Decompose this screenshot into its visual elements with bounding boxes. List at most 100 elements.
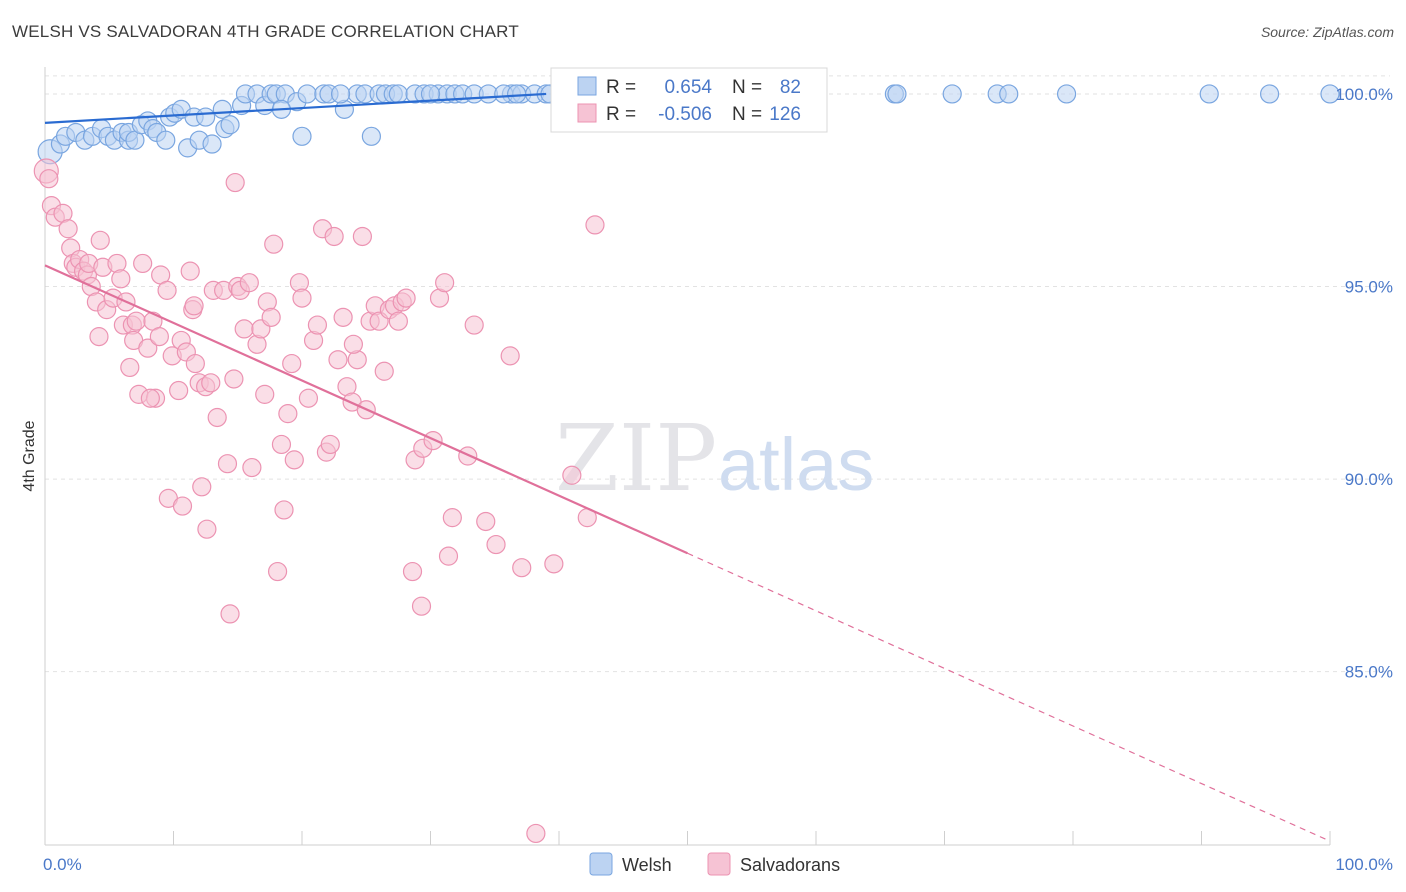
point-salvadorans-109 [458, 446, 478, 466]
point-salvadorans-84 [328, 350, 348, 370]
point-salvadorans-112 [486, 534, 506, 555]
stats-n-label-welsh: N = [732, 77, 762, 98]
point-welsh-73 [1199, 84, 1219, 104]
y-axis-title: 4th Grade [21, 420, 38, 491]
point-salvadorans-21 [111, 269, 131, 289]
point-salvadorans-1 [39, 169, 59, 189]
point-salvadorans-115 [526, 823, 546, 844]
point-salvadorans-79 [307, 315, 328, 335]
point-salvadorans-29 [133, 253, 153, 274]
point-salvadorans-71 [274, 500, 294, 520]
point-salvadorans-102 [411, 596, 432, 616]
point-salvadorans-114 [512, 558, 532, 578]
stats-r-value-welsh: 0.654 [664, 77, 712, 98]
trend-lines [44, 92, 1331, 842]
point-salvadorans-56 [224, 369, 244, 389]
point-welsh-24 [196, 107, 216, 127]
stats-swatch-welsh [577, 76, 597, 96]
point-salvadorans-110 [464, 315, 484, 335]
point-salvadorans-33 [149, 327, 169, 347]
point-welsh-28 [220, 115, 240, 135]
point-welsh-72 [1056, 84, 1077, 104]
point-salvadorans-35 [157, 280, 177, 300]
grid-lines [45, 75, 1390, 673]
x-tick-label-1: 100.0% [1335, 855, 1393, 874]
point-salvadorans-5 [58, 219, 78, 239]
trend-line-extension-salvadorans [687, 552, 1331, 842]
trend-line-welsh [44, 92, 547, 124]
point-salvadorans-74 [284, 450, 304, 470]
point-salvadorans-57 [225, 172, 245, 193]
point-salvadorans-116 [544, 554, 564, 574]
point-salvadorans-117 [562, 465, 582, 485]
stats-box-frame [550, 67, 828, 133]
watermark-zip: ZIP [555, 405, 717, 512]
point-salvadorans-107 [438, 546, 459, 566]
trend-line-salvadorans [44, 264, 688, 555]
point-salvadorans-45 [185, 353, 205, 374]
data-points [33, 84, 1340, 844]
stats-n-value-salvadorans: 126 [769, 104, 801, 125]
source-label: Source: ZipAtlas.com [1260, 24, 1394, 40]
point-salvadorans-70 [271, 434, 292, 455]
point-salvadorans-15 [89, 327, 109, 347]
stats-r-label-salvadorans: R = [606, 104, 636, 125]
legend: Welsh Salvadorans [589, 852, 840, 876]
point-welsh-77 [506, 84, 527, 104]
point-salvadorans-55 [220, 604, 240, 624]
point-salvadorans-97 [388, 311, 408, 331]
point-salvadorans-100 [402, 561, 423, 582]
stats-r-value-salvadorans: -0.506 [658, 104, 712, 125]
point-salvadorans-49 [197, 519, 217, 539]
point-welsh-79 [330, 84, 351, 104]
point-welsh-37 [297, 84, 317, 104]
point-salvadorans-44 [184, 296, 204, 316]
point-salvadorans-121 [140, 388, 160, 408]
point-salvadorans-42 [180, 261, 200, 281]
point-welsh-47 [388, 84, 408, 104]
legend-label-welsh[interactable]: Welsh [622, 855, 672, 875]
point-welsh-25 [202, 134, 222, 154]
point-salvadorans-61 [239, 273, 259, 293]
point-salvadorans-72 [278, 404, 298, 424]
y-tick-labels: 100.0% 95.0% 90.0% 85.0% [1335, 85, 1393, 682]
point-salvadorans-52 [207, 407, 227, 428]
y-tick-label-2: 90.0% [1345, 470, 1393, 489]
point-welsh-68 [887, 84, 907, 104]
point-salvadorans-27 [126, 311, 146, 331]
point-welsh-75 [1320, 84, 1340, 104]
y-tick-label-3: 85.0% [1345, 663, 1393, 682]
stats-n-value-welsh: 82 [780, 77, 801, 98]
stats-swatch-salvadorans [577, 103, 597, 123]
point-welsh-78 [420, 84, 441, 104]
legend-swatch-salvadorans[interactable] [707, 852, 731, 876]
legend-swatch-welsh[interactable] [589, 852, 613, 876]
point-welsh-71 [999, 84, 1019, 104]
point-welsh-74 [1260, 84, 1280, 104]
point-salvadorans-113 [500, 346, 520, 366]
point-salvadorans-69 [267, 561, 288, 582]
point-salvadorans-76 [292, 288, 312, 308]
point-salvadorans-99 [396, 288, 416, 308]
point-salvadorans-65 [255, 384, 275, 404]
point-salvadorans-50 [201, 373, 221, 393]
point-salvadorans-106 [435, 273, 455, 293]
y-tick-label-0: 100.0% [1335, 85, 1393, 104]
point-salvadorans-60 [234, 319, 254, 339]
x-tick-labels: 0.0% 100.0% [43, 855, 1393, 874]
point-salvadorans-104 [423, 430, 443, 451]
stats-box: R = 0.654 N = 82 R = -0.506 N = 126 [550, 67, 828, 133]
point-salvadorans-62 [242, 457, 262, 478]
point-salvadorans-24 [120, 357, 140, 378]
point-welsh-69 [942, 84, 962, 104]
point-welsh-17 [156, 130, 176, 150]
watermark-atlas: atlas [718, 423, 874, 506]
point-salvadorans-73 [282, 353, 302, 374]
point-salvadorans-30 [138, 338, 158, 358]
legend-label-salvadorans[interactable]: Salvadorans [740, 855, 840, 875]
point-salvadorans-120 [343, 334, 363, 354]
point-salvadorans-111 [476, 511, 496, 532]
point-salvadorans-68 [264, 234, 284, 254]
x-tick-marks [44, 831, 1331, 845]
